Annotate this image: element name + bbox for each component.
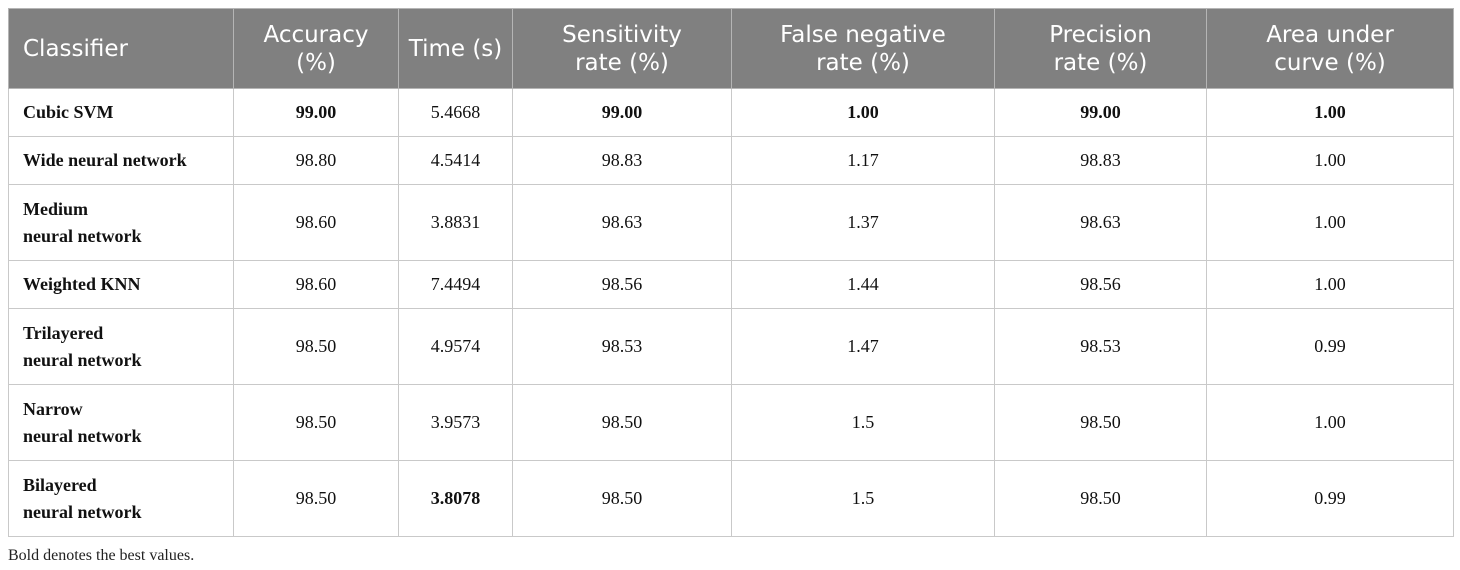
sensitivity-rate-cell: 98.63: [512, 184, 732, 261]
header-row: Classifier Accuracy (%) Time (s) Sensitiv…: [8, 8, 1454, 89]
table-row: Narrow neural network 98.50 3.9573 98.50 1.5 9…: [8, 384, 1454, 461]
accuracy-cell: 98.50: [233, 308, 399, 385]
false-negative-rate-cell: 1.5: [731, 460, 995, 537]
false-negative-rate-cell: 1.44: [731, 260, 995, 309]
precision-rate-cell: 98.63: [994, 184, 1207, 261]
false-negative-rate-cell: 1.5: [731, 384, 995, 461]
table-row: Bilayered neural network 98.50 3.8078 98.50 1…: [8, 460, 1454, 537]
classifier-name-cell: Bilayered neural network: [8, 460, 234, 537]
sensitivity-rate-cell: 98.83: [512, 136, 732, 185]
area-under-curve-cell: 1.00: [1206, 136, 1454, 185]
accuracy-cell: 98.60: [233, 260, 399, 309]
area-under-curve-cell: 0.99: [1206, 308, 1454, 385]
time-cell: 3.9573: [398, 384, 513, 461]
false-negative-rate-cell: 1.37: [731, 184, 995, 261]
classifier-name-cell: Trilayered neural network: [8, 308, 234, 385]
precision-rate-cell: 98.56: [994, 260, 1207, 309]
table-row: Medium neural network 98.60 3.8831 98.63 1.37…: [8, 184, 1454, 261]
precision-rate-cell: 98.53: [994, 308, 1207, 385]
header-precision-rate: Precision rate (%): [994, 8, 1207, 89]
false-negative-rate-cell: 1.47: [731, 308, 995, 385]
header-area-under-curve: Area under curve (%): [1206, 8, 1454, 89]
area-under-curve-cell: 1.00: [1206, 88, 1454, 137]
sensitivity-rate-cell: 98.50: [512, 384, 732, 461]
precision-rate-cell: 98.50: [994, 460, 1207, 537]
area-under-curve-cell: 1.00: [1206, 260, 1454, 309]
time-cell: 4.9574: [398, 308, 513, 385]
area-under-curve-cell: 1.00: [1206, 184, 1454, 261]
header-false-negative-rate: False negative rate (%): [731, 8, 995, 89]
classifier-name-cell: Weighted KNN: [8, 260, 234, 309]
table-footnote: Bold denotes the best values.: [8, 547, 195, 564]
time-cell: 5.4668: [398, 88, 513, 137]
time-cell: 3.8831: [398, 184, 513, 261]
classifier-name-cell: Cubic SVM: [8, 88, 234, 137]
accuracy-cell: 98.50: [233, 384, 399, 461]
sensitivity-rate-cell: 98.56: [512, 260, 732, 309]
table-row: Weighted KNN 98.60 7.4494 98.56 1.44 98.56 1.0…: [8, 260, 1454, 309]
table-row: Cubic SVM 99.00 5.4668 99.00 1.00 99.00 1.00: [8, 88, 1454, 137]
precision-rate-cell: 98.83: [994, 136, 1207, 185]
classifier-name-cell: Medium neural network: [8, 184, 234, 261]
time-cell: 4.5414: [398, 136, 513, 185]
accuracy-cell: 99.00: [233, 88, 399, 137]
header-time: Time (s): [398, 8, 513, 89]
classifier-name-cell: Narrow neural network: [8, 384, 234, 461]
precision-rate-cell: 98.50: [994, 384, 1207, 461]
sensitivity-rate-cell: 98.50: [512, 460, 732, 537]
time-cell: 3.8078: [398, 460, 513, 537]
header-sensitivity-rate: Sensitivity rate (%): [512, 8, 732, 89]
accuracy-cell: 98.50: [233, 460, 399, 537]
precision-rate-cell: 99.00: [994, 88, 1207, 137]
accuracy-cell: 98.60: [233, 184, 399, 261]
area-under-curve-cell: 1.00: [1206, 384, 1454, 461]
sensitivity-rate-cell: 99.00: [512, 88, 732, 137]
area-under-curve-cell: 0.99: [1206, 460, 1454, 537]
table-body: Cubic SVM 99.00 5.4668 99.00 1.00 99.00 1.00 Wi…: [8, 88, 1454, 537]
table-row: Wide neural network 98.80 4.5414 98.83 1.17 9…: [8, 136, 1454, 185]
header-classifier: Classifier: [8, 8, 234, 89]
accuracy-cell: 98.80: [233, 136, 399, 185]
table-row: Trilayered neural network 98.50 4.9574 98.53…: [8, 308, 1454, 385]
header-accuracy: Accuracy (%): [233, 8, 399, 89]
sensitivity-rate-cell: 98.53: [512, 308, 732, 385]
false-negative-rate-cell: 1.17: [731, 136, 995, 185]
false-negative-rate-cell: 1.00: [731, 88, 995, 137]
classifier-name-cell: Wide neural network: [8, 136, 234, 185]
results-table: Classifier Accuracy (%) Time (s) Sensitiv…: [8, 8, 1454, 537]
time-cell: 7.4494: [398, 260, 513, 309]
